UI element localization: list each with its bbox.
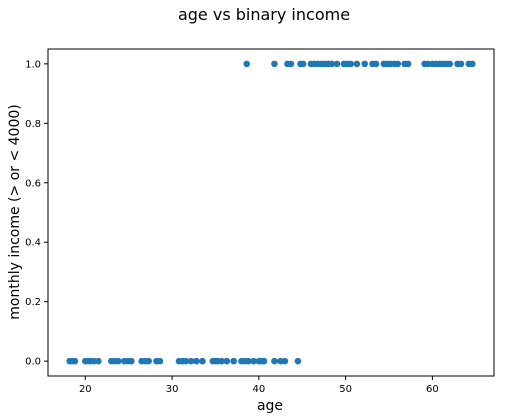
data-point xyxy=(187,357,195,365)
chart-title: age vs binary income xyxy=(178,5,350,24)
data-point xyxy=(281,357,289,365)
data-point xyxy=(230,357,237,365)
data-point xyxy=(114,357,122,365)
data-point xyxy=(328,60,336,68)
x-tick-label: 40 xyxy=(252,384,265,395)
data-point xyxy=(145,357,152,365)
data-point xyxy=(245,357,252,365)
data-point xyxy=(127,357,135,365)
data-point xyxy=(294,357,302,365)
data-point xyxy=(299,60,307,68)
x-tick-label: 60 xyxy=(426,384,439,395)
data-point xyxy=(182,357,190,365)
data-point xyxy=(372,60,380,68)
x-tick-label: 20 xyxy=(79,384,92,395)
y-tick-label: 0.8 xyxy=(25,119,41,130)
data-point xyxy=(347,60,355,68)
data-point xyxy=(333,60,341,68)
data-point xyxy=(218,357,225,365)
x-tick-label: 50 xyxy=(339,384,352,395)
data-point xyxy=(271,357,278,365)
y-tick-label: 0.2 xyxy=(25,297,41,308)
y-tick-label: 0.6 xyxy=(25,178,41,189)
data-point xyxy=(243,60,251,68)
data-point xyxy=(250,357,257,365)
y-axis-label: monthly income (> or < 4000) xyxy=(7,104,23,319)
data-point xyxy=(469,60,476,68)
data-point xyxy=(95,357,102,365)
data-point xyxy=(446,60,454,68)
data-point xyxy=(287,60,295,68)
data-point xyxy=(404,60,412,68)
x-axis-label: age xyxy=(257,398,283,414)
y-tick-label: 0.4 xyxy=(25,238,41,249)
data-point xyxy=(271,60,278,68)
data-point xyxy=(394,60,401,68)
x-tick-label: 30 xyxy=(166,384,179,395)
data-point xyxy=(71,357,79,365)
data-point xyxy=(457,60,465,68)
data-point xyxy=(199,357,206,365)
axes-frame xyxy=(47,48,495,377)
y-tick-label: 0.0 xyxy=(25,357,41,368)
data-point xyxy=(361,60,369,68)
data-point xyxy=(353,60,361,68)
y-tick-label: 1.0 xyxy=(25,59,41,70)
data-point xyxy=(193,357,200,365)
data-point xyxy=(223,357,231,365)
plot-area: 20 30 40 50 60 0.0 0.2 0.4 0.6 0.8 1.0 xyxy=(25,48,495,395)
data-point xyxy=(260,357,268,365)
data-point xyxy=(156,357,164,365)
